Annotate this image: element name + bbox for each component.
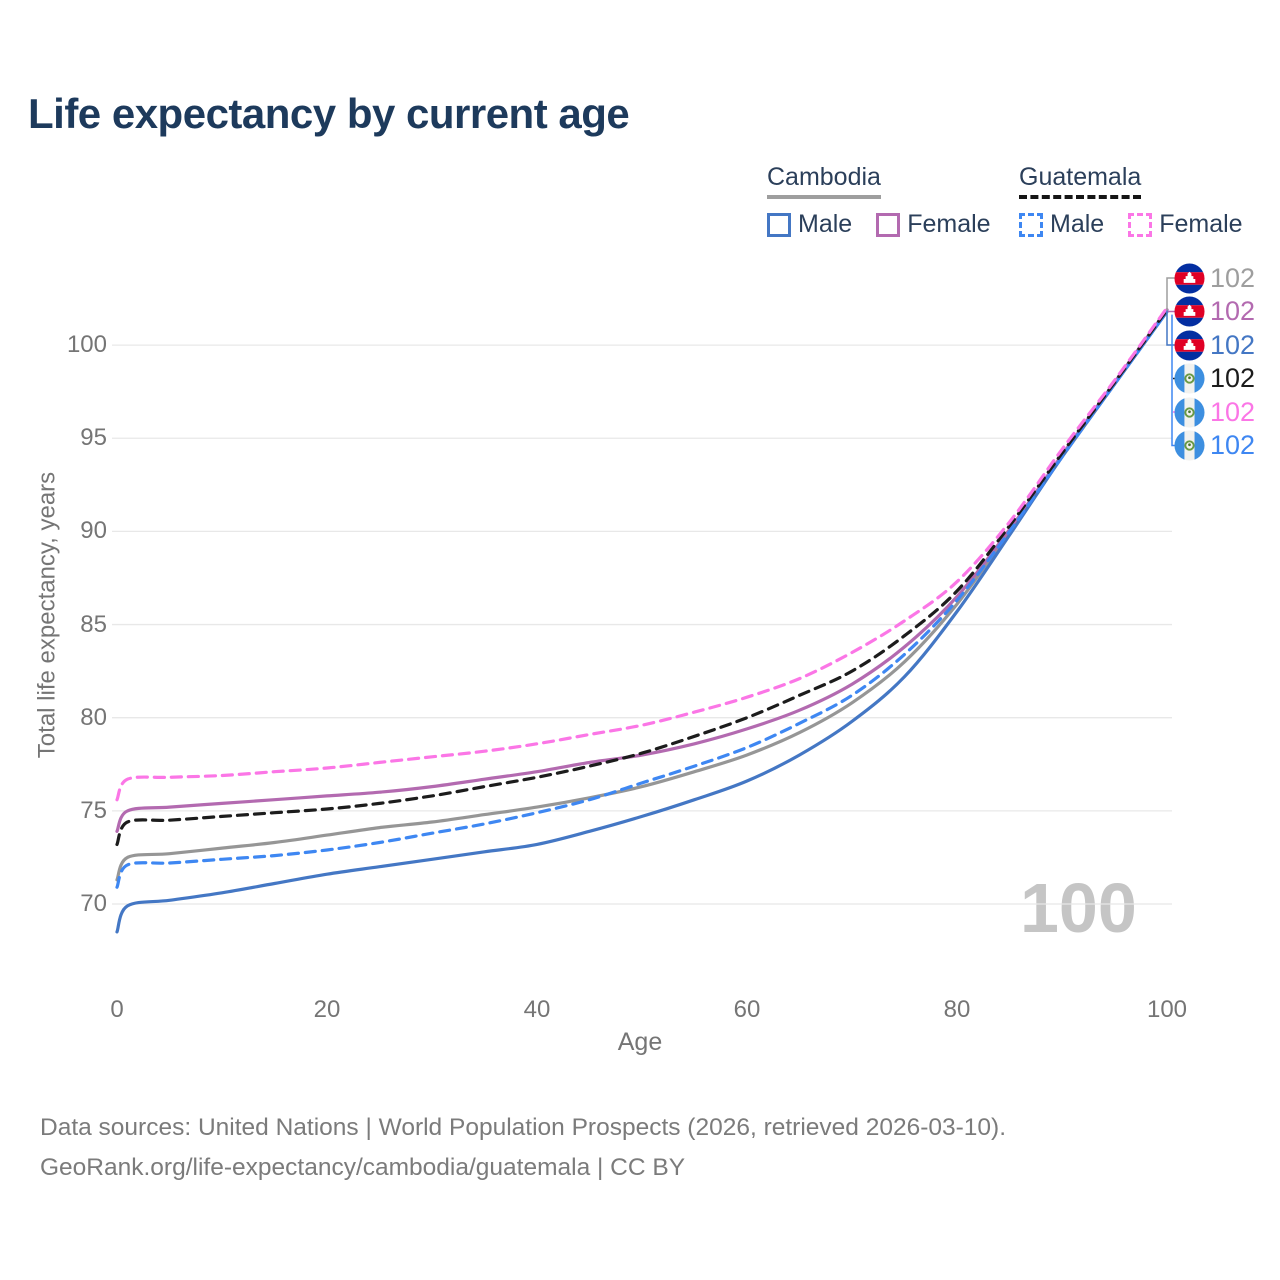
- x-axis-title: Age: [617, 1028, 663, 1056]
- end-label-row-1: 102: [1174, 296, 1255, 327]
- page-title: Life expectancy by current age: [28, 90, 630, 137]
- end-label-row-0: 102: [1174, 263, 1255, 294]
- cambodia-female-label[interactable]: Female: [907, 210, 991, 238]
- legend-group-cambodia: Cambodia Male Female: [767, 163, 1015, 239]
- y-tick-label-85: 85: [80, 610, 107, 638]
- cambodia-flag-icon: [1174, 329, 1205, 361]
- guatemala-female-swatch-icon[interactable]: [1128, 212, 1153, 237]
- guatemala-male-label[interactable]: Male: [1050, 210, 1105, 238]
- guatemala-flag-icon: [1174, 396, 1205, 428]
- end-label-row-5: 102: [1174, 430, 1255, 461]
- footer-source-line: Data sources: United Nations | World Pop…: [40, 1114, 1007, 1141]
- cambodia-male-swatch-icon[interactable]: [767, 212, 791, 237]
- watermark-max-age: 100: [1020, 869, 1137, 947]
- x-tick-label-80: 80: [943, 996, 971, 1023]
- end-label-row-2: 102: [1174, 330, 1255, 361]
- legend-group-guatemala: Guatemala Male Female: [1019, 163, 1267, 239]
- legend-country-cambodia[interactable]: Cambodia: [767, 163, 881, 199]
- footer: Data sources: United Nations | World Pop…: [40, 1108, 1006, 1188]
- footer-url-line[interactable]: GeoRank.org/life-expectancy/cambodia/gua…: [40, 1154, 686, 1181]
- series-line-guatemala-all: [115, 308, 1169, 846]
- guatemala-flag-icon: [1174, 430, 1205, 461]
- end-label-value: 102: [1210, 329, 1256, 360]
- x-tick-label-0: 0: [110, 996, 124, 1023]
- series-line-guatemala-male: [115, 310, 1169, 889]
- y-tick-label-75: 75: [80, 796, 107, 824]
- series-line-cambodia-all: [115, 310, 1169, 882]
- x-tick-label-40: 40: [523, 996, 551, 1023]
- end-label-row-4: 102: [1174, 397, 1255, 428]
- y-tick-label-100: 100: [66, 331, 107, 359]
- end-label-value: 102: [1210, 296, 1256, 326]
- legend-row-guatemala: Male Female: [1019, 210, 1267, 239]
- y-tick-label-80: 80: [80, 703, 107, 731]
- end-label-row-3: 102: [1174, 363, 1255, 394]
- cambodia-flag-icon: [1174, 296, 1205, 327]
- y-tick-label-95: 95: [80, 424, 107, 452]
- end-label-value: 102: [1210, 396, 1256, 427]
- x-tick-label-60: 60: [733, 996, 761, 1023]
- guatemala-male-swatch-icon[interactable]: [1019, 212, 1043, 237]
- y-tick-label-90: 90: [80, 517, 107, 545]
- series-line-cambodia-male: [115, 310, 1169, 934]
- cambodia-female-swatch-icon[interactable]: [876, 212, 901, 237]
- cambodia-flag-icon: [1174, 262, 1205, 294]
- legend-country-guatemala[interactable]: Guatemala: [1019, 163, 1142, 199]
- legend-row-cambodia: Male Female: [767, 210, 1015, 239]
- cambodia-male-label[interactable]: Male: [798, 210, 853, 238]
- end-label-value: 102: [1210, 430, 1256, 460]
- y-tick-label-70: 70: [80, 890, 107, 917]
- x-tick-label-20: 20: [313, 996, 341, 1023]
- guatemala-flag-icon: [1174, 363, 1205, 394]
- end-label-value: 102: [1210, 363, 1256, 393]
- x-tick-label-100: 100: [1146, 996, 1188, 1023]
- guatemala-female-label[interactable]: Female: [1159, 210, 1243, 238]
- series-line-guatemala-female: [115, 306, 1169, 802]
- end-label-value: 102: [1210, 262, 1256, 293]
